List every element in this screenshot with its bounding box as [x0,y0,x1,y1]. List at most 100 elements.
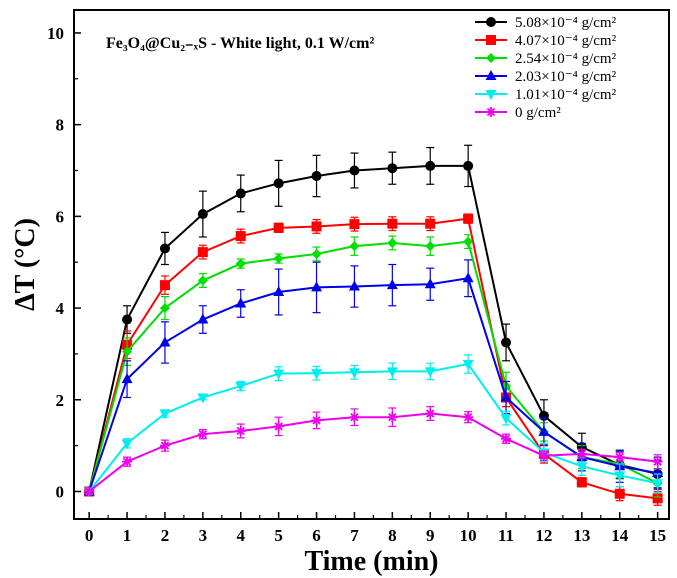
y-axis-title: ΔT (°C) [10,218,41,311]
data-point [159,280,170,291]
plot-series [83,144,664,506]
data-point [463,160,474,171]
y-tick-label: 4 [56,299,65,318]
marker-stroke [160,441,170,450]
legend-item: 2.03×10⁻⁴ g/cm² [475,69,617,85]
data-point [387,412,398,423]
series-1 [84,213,663,506]
data-point [652,493,663,504]
data-point [348,280,360,291]
data-point [121,373,133,384]
data-point [386,367,398,378]
x-tick-label: 4 [237,526,246,545]
data-point [424,278,436,289]
data-point [311,170,322,181]
legend-marker [486,35,496,45]
series-line [88,164,658,492]
data-point [235,258,246,269]
data-point [387,163,398,174]
data-point [273,222,284,233]
data-point [425,241,436,252]
marker-stroke [539,451,549,460]
marker-stroke [577,449,587,459]
series-2 [84,234,663,498]
x-tick-label: 7 [350,526,359,545]
data-point [197,247,208,258]
plot-frame [73,9,670,520]
data-point [424,367,436,378]
data-point [349,412,360,423]
y-tick-label: 10 [47,24,64,43]
series-line [88,412,658,493]
data-point [159,440,170,451]
series-4 [83,354,664,498]
data-point [614,452,625,463]
data-point [84,486,95,497]
x-tick-label: 3 [199,526,208,545]
data-point [652,479,664,490]
data-point [311,221,322,232]
x-tick-label: 6 [312,526,321,545]
legend-marker [486,17,496,27]
legend-marker [486,53,496,63]
x-tick-label: 14 [611,526,629,545]
marker-stroke [426,409,435,418]
data-point [349,219,360,230]
marker-stroke [350,413,359,422]
data-point [121,439,133,450]
x-tick-label: 13 [573,526,590,545]
y-tick-label: 8 [56,116,65,135]
y-tick-label: 6 [56,207,65,226]
data-point [159,336,171,347]
data-point [311,248,322,259]
data-point [273,286,285,297]
data-point [576,477,587,488]
data-point [462,272,474,283]
legend-label: 5.08×10⁻⁴ g/cm² [515,15,617,31]
data-point [159,409,171,420]
legend-item: 0 g/cm² [475,105,561,121]
data-point [197,275,208,286]
marker-stroke [463,413,473,422]
legend-marker [485,90,497,100]
data-point [197,209,208,220]
data-point [349,241,360,252]
x-tick-label: 12 [535,526,552,545]
data-point [235,188,246,199]
legend-marker [486,107,496,117]
legend-item: 4.07×10⁻⁴ g/cm² [475,33,617,49]
data-point [463,213,474,224]
x-axis-title: Time (min) [304,546,438,577]
data-point [197,393,209,404]
data-point [386,279,398,290]
data-point [235,382,247,393]
data-point [235,297,247,308]
data-point [159,303,170,314]
x-tick-label: 11 [498,526,514,545]
series-3 [83,259,664,496]
x-tick-label: 1 [123,526,132,545]
data-point [311,281,323,292]
marker-stroke [198,429,208,439]
data-point [538,450,549,461]
legend: 5.08×10⁻⁴ g/cm² 4.07×10⁻⁴ g/cm² 2.54×10⁻⁴ … [475,15,617,121]
data-point [387,237,398,248]
data-point [501,337,512,348]
data-point [614,488,625,499]
legend-item: 2.54×10⁻⁴ g/cm² [475,51,617,67]
data-point [349,165,360,176]
x-tick-label: 0 [85,526,94,545]
data-point [122,456,133,467]
marker-stroke [388,413,397,422]
data-point [348,368,360,379]
marker-stroke [122,457,132,466]
data-point [197,313,209,324]
data-point [538,425,550,436]
marker-stroke [84,487,94,496]
series-line [88,217,658,500]
marker-stroke [486,107,496,117]
marker-stroke [501,434,511,443]
data-point [159,243,170,254]
